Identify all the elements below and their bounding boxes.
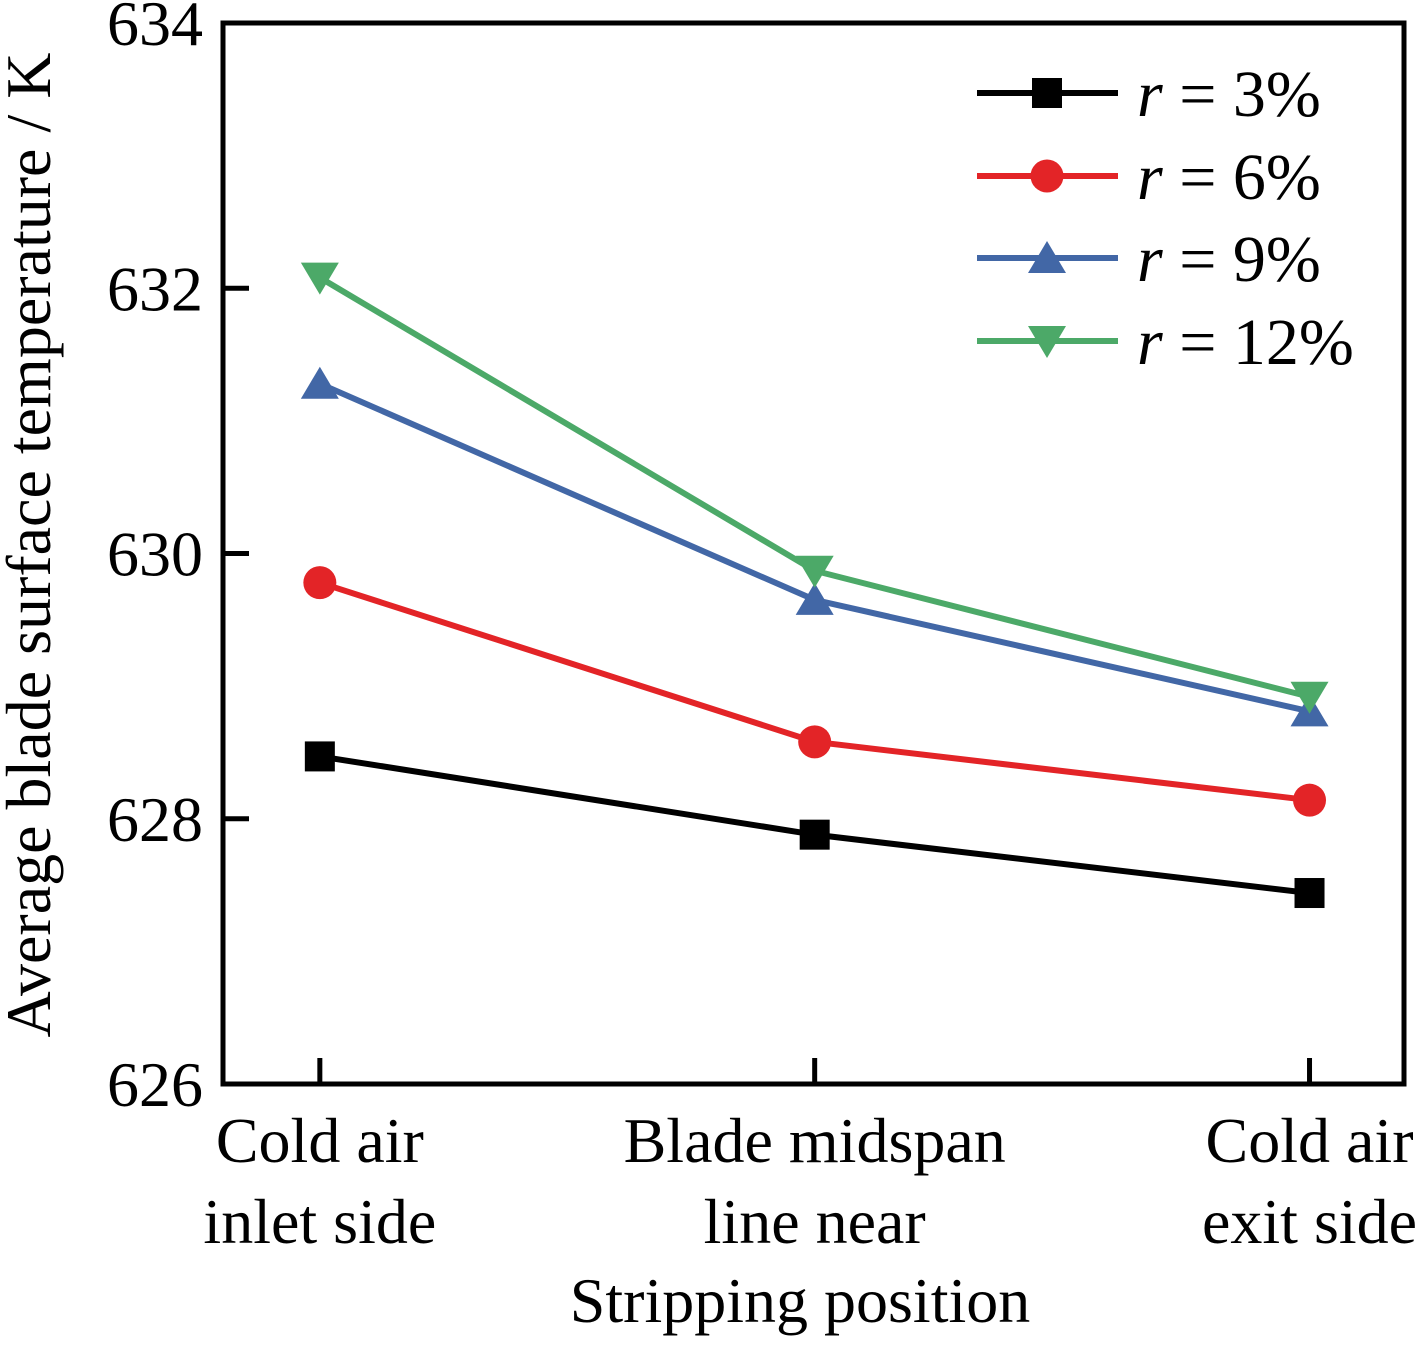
data-point-marker (303, 566, 337, 600)
data-point-marker (1290, 681, 1329, 714)
y-tick-label: 626 (107, 1049, 203, 1120)
legend-marker (1028, 241, 1066, 273)
data-point-marker (304, 741, 335, 772)
legend-label: r = 3% (1137, 58, 1321, 131)
data-point-marker (1294, 878, 1325, 909)
legend-marker (1028, 326, 1066, 358)
legend-marker (1030, 159, 1064, 193)
data-point-marker (1293, 783, 1327, 817)
y-axis-ticks: 626 628 630 632 634 (107, 0, 249, 1120)
series-line-r-6- (318, 579, 1310, 804)
x-axis-title: Stripping position (570, 1265, 1031, 1336)
x-category-label: Blade midspan (624, 1105, 1006, 1176)
legend: r = 3% r = 6% r = 9% r = 12% (977, 58, 1354, 379)
legend-label: r = 6% (1137, 141, 1321, 214)
x-category-label: exit side (1202, 1186, 1417, 1257)
axes-frame (220, 20, 1407, 1087)
series-line-r-9- (318, 380, 1311, 715)
y-tick-label: 628 (107, 784, 203, 855)
x-category-label: Cold air (1206, 1105, 1414, 1176)
legend-label: r = 9% (1137, 223, 1321, 296)
y-tick-label: 630 (107, 519, 203, 590)
x-category-label: line near (704, 1186, 926, 1257)
y-axis-title: Average blade surface temperature / K (0, 53, 64, 1038)
data-point-marker (798, 725, 832, 759)
data-point-marker (799, 819, 830, 850)
x-category-label: inlet side (203, 1186, 436, 1257)
x-axis-ticks: Cold air inlet side Blade midspan line near… (203, 1058, 1417, 1257)
y-tick-label: 634 (107, 0, 203, 59)
y-tick-label: 632 (107, 253, 203, 324)
data-point-marker (795, 555, 834, 588)
data-point-marker (300, 262, 339, 295)
legend-marker (1032, 78, 1062, 108)
legend-label: r = 12% (1137, 306, 1354, 379)
data-point-marker (300, 366, 339, 399)
data-point-marker (795, 582, 834, 615)
x-category-label: Cold air (216, 1105, 424, 1176)
series-group (300, 262, 1329, 909)
